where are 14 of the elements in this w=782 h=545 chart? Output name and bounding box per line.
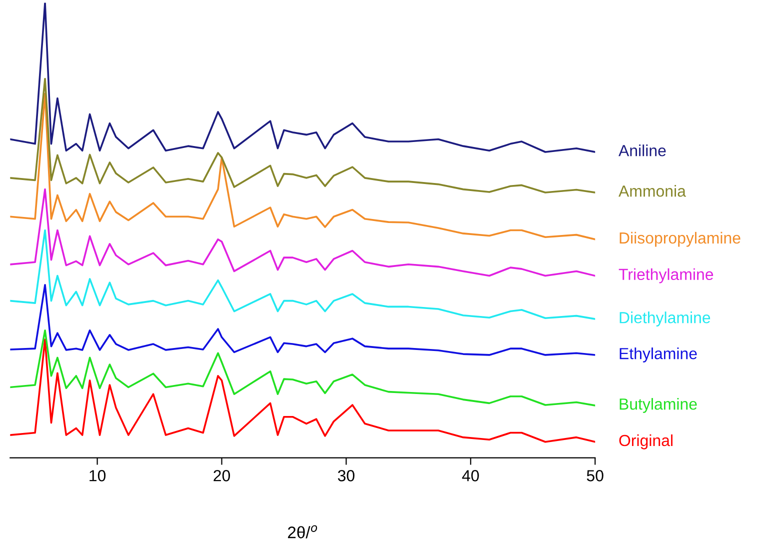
series-label: Butylamine: [620, 398, 697, 413]
x-tick-label: 20: [214, 470, 230, 482]
series-label: Aniline: [618, 144, 666, 156]
x-tick-label: 10: [90, 470, 106, 482]
x-axis-title: 2θ/$^{o}$: [288, 525, 318, 538]
series-label: Triethylamine: [618, 268, 714, 284]
x-tick-label: 40: [462, 470, 479, 482]
x-tick-label: 50: [586, 470, 604, 482]
series-label: Ammonia: [618, 185, 686, 197]
x-tick-label: 30: [338, 470, 354, 482]
series-label: Diethylamine: [620, 312, 710, 326]
series-label: Ethylamine: [620, 348, 697, 362]
series-label: Original: [619, 434, 672, 450]
series-label: Diisopropylamine: [620, 232, 740, 247]
